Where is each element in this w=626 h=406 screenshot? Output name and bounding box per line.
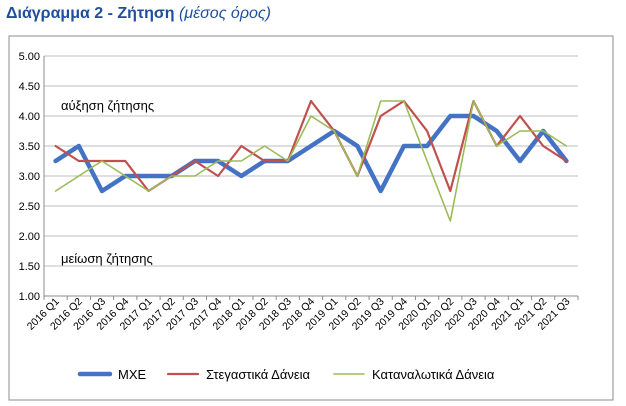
series-line bbox=[54, 100, 568, 222]
y-tick-label: 4.50 bbox=[19, 81, 40, 93]
figure-subtitle: (μέσος όρος) bbox=[179, 5, 271, 22]
annotations: αύξηση ζήτησης μείωση ζήτησης bbox=[61, 98, 154, 266]
series-line bbox=[53, 113, 569, 194]
legend: ΜΧΕ Στεγαστικά Δάνεια Καταναλωτικά Δάνεια bbox=[77, 367, 495, 382]
y-tick-label: 2.50 bbox=[19, 201, 40, 213]
annotation-increase: αύξηση ζήτησης bbox=[61, 98, 154, 113]
legend-label: ΜΧΕ bbox=[118, 367, 147, 382]
y-tick-label: 3.50 bbox=[19, 141, 40, 153]
y-tick-label: 5.00 bbox=[19, 51, 40, 63]
figure-title: Διάγραμμα 2 - Ζήτηση (μέσος όρος) bbox=[6, 5, 271, 23]
annotation-decrease: μείωση ζήτησης bbox=[61, 251, 153, 266]
y-tick-label: 3.00 bbox=[19, 171, 40, 183]
axes bbox=[43, 56, 578, 297]
chart-area-border bbox=[8, 35, 614, 401]
series-lines bbox=[53, 99, 569, 222]
y-tick-label: 1.00 bbox=[19, 291, 40, 303]
y-tick-label: 1.50 bbox=[19, 261, 40, 273]
figure-title-main: Διάγραμμα 2 - Ζήτηση bbox=[6, 5, 175, 22]
y-gridlines bbox=[44, 55, 578, 267]
legend-label: Στεγαστικά Δάνεια bbox=[206, 367, 311, 382]
legend-label: Καταναλωτικά Δάνεια bbox=[372, 367, 495, 382]
y-tick-label: 2.00 bbox=[19, 231, 40, 243]
y-tick-label: 4.00 bbox=[19, 111, 40, 123]
y-axis-ticks: 1.00 1.50 2.00 2.50 3.00 3.50 4.00 4.50 5.00 bbox=[19, 51, 40, 303]
